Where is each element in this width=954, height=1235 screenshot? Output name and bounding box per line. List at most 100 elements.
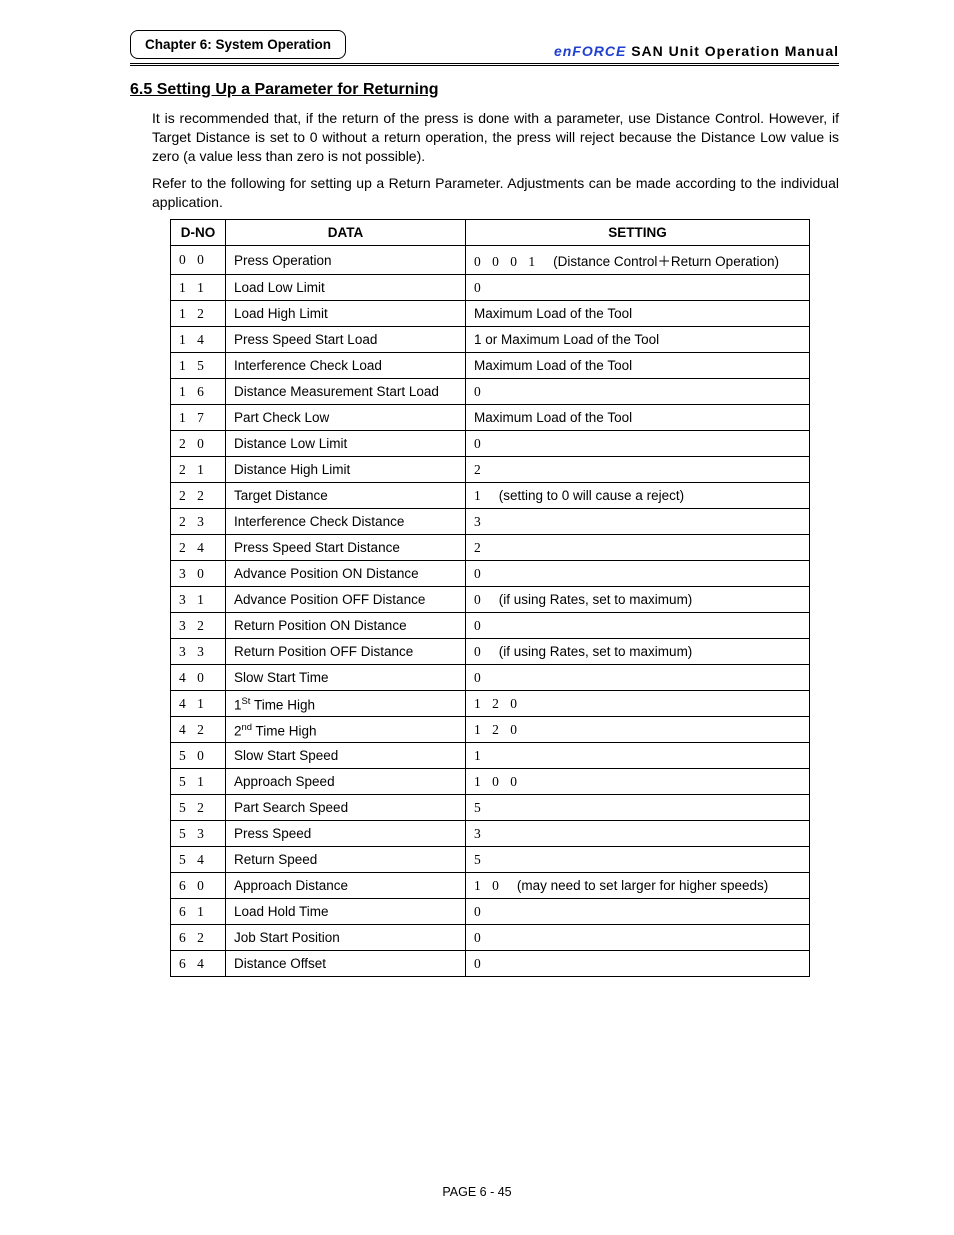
cell-dno: 6 4 [171, 951, 226, 977]
chapter-badge: Chapter 6: System Operation [130, 30, 346, 59]
intro-paragraph-2: Refer to the following for setting up a … [152, 174, 839, 212]
brand-logo: enFORCE [554, 43, 626, 59]
table-row: 4 0Slow Start Time0 [171, 665, 810, 691]
cell-setting: 0 [466, 951, 810, 977]
cell-data: Part Check Low [226, 405, 466, 431]
cell-setting: 1(setting to 0 will cause a reject) [466, 483, 810, 509]
cell-dno: 4 1 [171, 691, 226, 717]
cell-setting: 1 or Maximum Load of the Tool [466, 327, 810, 353]
cell-setting: 1 0(may need to set larger for higher sp… [466, 873, 810, 899]
cell-setting: 0 [466, 613, 810, 639]
manual-title-text: SAN Unit Operation Manual [631, 43, 839, 59]
cell-data: Slow Start Time [226, 665, 466, 691]
cell-dno: 2 3 [171, 509, 226, 535]
cell-data: Press Speed Start Load [226, 327, 466, 353]
cell-dno: 3 2 [171, 613, 226, 639]
cell-data: Target Distance [226, 483, 466, 509]
table-row: 6 0Approach Distance1 0(may need to set … [171, 873, 810, 899]
cell-dno: 1 6 [171, 379, 226, 405]
cell-data: Load Hold Time [226, 899, 466, 925]
table-row: 5 0Slow Start Speed1 [171, 743, 810, 769]
cell-dno: 6 2 [171, 925, 226, 951]
cell-dno: 5 3 [171, 821, 226, 847]
cell-setting: Maximum Load of the Tool [466, 353, 810, 379]
cell-setting: 3 [466, 821, 810, 847]
table-row: 5 4Return Speed5 [171, 847, 810, 873]
cell-dno: 6 1 [171, 899, 226, 925]
cell-data: Load Low Limit [226, 275, 466, 301]
cell-setting: 1 2 0 [466, 717, 810, 743]
cell-setting: Maximum Load of the Tool [466, 301, 810, 327]
table-row: 2 1Distance High Limit2 [171, 457, 810, 483]
cell-data: Interference Check Distance [226, 509, 466, 535]
cell-dno: 2 2 [171, 483, 226, 509]
cell-data: Distance High Limit [226, 457, 466, 483]
cell-dno: 1 7 [171, 405, 226, 431]
section-heading: 6.5 Setting Up a Parameter for Returning [130, 81, 839, 99]
cell-dno: 0 0 [171, 246, 226, 275]
cell-dno: 5 4 [171, 847, 226, 873]
cell-dno: 1 5 [171, 353, 226, 379]
cell-data: 2nd Time High [226, 717, 466, 743]
manual-title: enFORCE SAN Unit Operation Manual [554, 43, 839, 59]
cell-dno: 1 1 [171, 275, 226, 301]
page-footer: PAGE 6 - 45 [0, 1185, 954, 1199]
table-row: 3 2Return Position ON Distance0 [171, 613, 810, 639]
cell-setting: 0(if using Rates, set to maximum) [466, 587, 810, 613]
cell-data: Return Speed [226, 847, 466, 873]
cell-data: Distance Measurement Start Load [226, 379, 466, 405]
header-rule [130, 63, 839, 67]
cell-setting: 0 [466, 925, 810, 951]
cell-data: Distance Low Limit [226, 431, 466, 457]
table-row: 3 3Return Position OFF Distance0(if usin… [171, 639, 810, 665]
cell-setting: Maximum Load of the Tool [466, 405, 810, 431]
intro-paragraph-1: It is recommended that, if the return of… [152, 109, 839, 166]
cell-data: Press Speed [226, 821, 466, 847]
table-row: 1 7Part Check LowMaximum Load of the Too… [171, 405, 810, 431]
table-row: 6 2Job Start Position0 [171, 925, 810, 951]
table-row: 2 2Target Distance1(setting to 0 will ca… [171, 483, 810, 509]
table-header-row: D-NO DATA SETTING [171, 220, 810, 246]
cell-data: Load High Limit [226, 301, 466, 327]
cell-setting: 1 [466, 743, 810, 769]
cell-setting: 0 [466, 379, 810, 405]
cell-setting: 0 0 0 1(Distance Control＋Return Operatio… [466, 246, 810, 275]
cell-data: Advance Position ON Distance [226, 561, 466, 587]
cell-data: Advance Position OFF Distance [226, 587, 466, 613]
cell-dno: 3 0 [171, 561, 226, 587]
table-row: 2 3Interference Check Distance3 [171, 509, 810, 535]
table-row: 4 22nd Time High1 2 0 [171, 717, 810, 743]
cell-dno: 2 1 [171, 457, 226, 483]
page-header: Chapter 6: System Operation enFORCE SAN … [130, 30, 839, 59]
cell-dno: 2 0 [171, 431, 226, 457]
table-row: 5 2Part Search Speed5 [171, 795, 810, 821]
cell-dno: 3 1 [171, 587, 226, 613]
cell-dno: 5 1 [171, 769, 226, 795]
cell-dno: 1 2 [171, 301, 226, 327]
cell-dno: 5 2 [171, 795, 226, 821]
cell-data: Approach Distance [226, 873, 466, 899]
cell-setting: 1 0 0 [466, 769, 810, 795]
table-row: 5 1Approach Speed1 0 0 [171, 769, 810, 795]
table-row: 6 4Distance Offset0 [171, 951, 810, 977]
table-row: 2 0Distance Low Limit0 [171, 431, 810, 457]
cell-data: Approach Speed [226, 769, 466, 795]
table-row: 0 0Press Operation0 0 0 1(Distance Contr… [171, 246, 810, 275]
parameter-table: D-NO DATA SETTING 0 0Press Operation0 0 … [170, 219, 810, 977]
cell-data: 1St Time High [226, 691, 466, 717]
cell-dno: 1 4 [171, 327, 226, 353]
cell-dno: 3 3 [171, 639, 226, 665]
cell-data: Return Position OFF Distance [226, 639, 466, 665]
table-row: 3 0Advance Position ON Distance0 [171, 561, 810, 587]
table-row: 3 1Advance Position OFF Distance0(if usi… [171, 587, 810, 613]
table-row: 5 3Press Speed3 [171, 821, 810, 847]
cell-data: Press Operation [226, 246, 466, 275]
cell-data: Press Speed Start Distance [226, 535, 466, 561]
cell-data: Interference Check Load [226, 353, 466, 379]
cell-setting: 2 [466, 457, 810, 483]
cell-data: Job Start Position [226, 925, 466, 951]
table-row: 1 2Load High LimitMaximum Load of the To… [171, 301, 810, 327]
cell-dno: 4 2 [171, 717, 226, 743]
table-row: 1 1Load Low Limit0 [171, 275, 810, 301]
table-row: 4 11St Time High1 2 0 [171, 691, 810, 717]
